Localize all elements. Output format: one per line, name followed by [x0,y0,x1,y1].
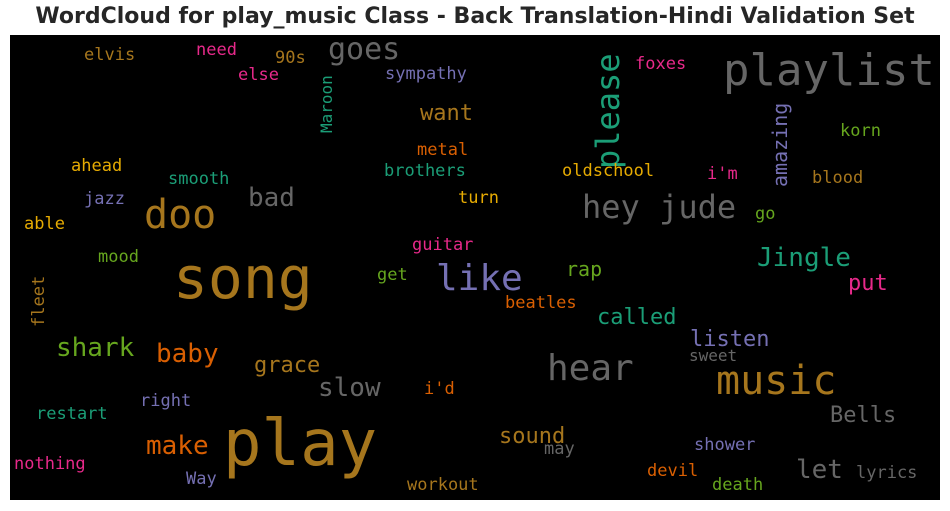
word-id: i'd [424,379,455,399]
word-foxes: foxes [635,54,687,74]
word-guitar: guitar [412,235,474,255]
word-make: make [146,431,209,461]
word-want: want [420,101,473,126]
word-able: able [24,214,65,234]
word-bad: bad [248,183,295,213]
word-playlist: playlist [723,45,935,96]
word-listen: listen [690,327,770,352]
word-way: Way [186,469,217,489]
word-lyrics: lyrics [856,463,918,483]
word-sympathy: sympathy [385,64,467,84]
word-right: right [140,391,192,411]
word-ahead: ahead [71,156,123,176]
word-doo: doo [144,192,217,238]
word-goes: goes [328,35,401,67]
word-sweet: sweet [689,346,738,365]
chart-title: WordCloud for play_music Class - Back Tr… [35,4,915,29]
word-need: need [196,40,237,60]
word-hear: hear [547,348,634,389]
word-shower: shower [694,435,756,455]
word-baby: baby [156,339,219,369]
word-get: get [377,265,408,285]
word-devil: devil [647,461,699,481]
word-death: death [712,475,764,495]
word-amazing: amazing [768,102,792,187]
word-90s: 90s [275,48,306,68]
word-shark: shark [56,333,135,363]
word-called: called [597,305,677,330]
word-song: song [173,244,313,312]
word-elvis: elvis [84,45,136,65]
word-let: let [796,455,843,485]
word-rap: rap [566,257,603,281]
word-brothers: brothers [384,161,466,181]
word-jazz: jazz [84,189,125,209]
word-hey-jude: hey jude [582,188,737,226]
word-sound: sound [499,424,566,449]
word-bells: Bells [830,403,897,428]
word-grace: grace [254,353,321,378]
word-metal: metal [417,140,469,160]
word-may: may [544,439,575,459]
word-fleet: fleet [29,275,49,327]
word-go: go [755,204,776,224]
word-smooth: smooth [168,169,230,189]
word-oldschool: oldschool [562,161,655,181]
word-blood: blood [812,168,864,188]
word-slow: slow [318,373,381,403]
word-im: i'm [707,164,738,184]
word-like: like [436,258,523,299]
word-restart: restart [36,404,108,424]
word-put: put [848,271,888,296]
word-korn: korn [840,121,881,141]
word-workout: workout [407,475,479,495]
word-beatles: beatles [505,293,577,313]
word-else: else [238,65,279,85]
word-turn: turn [458,188,499,208]
word-cloud: play song playlist music doo hear hey ju… [10,35,940,500]
word-music: music [716,358,837,404]
word-nothing: nothing [14,454,86,474]
word-please: please [589,53,627,169]
word-play: play [223,407,378,481]
word-jingle: Jingle [757,243,851,273]
word-mood: mood [98,247,139,267]
word-maroon: Maroon [317,75,336,133]
